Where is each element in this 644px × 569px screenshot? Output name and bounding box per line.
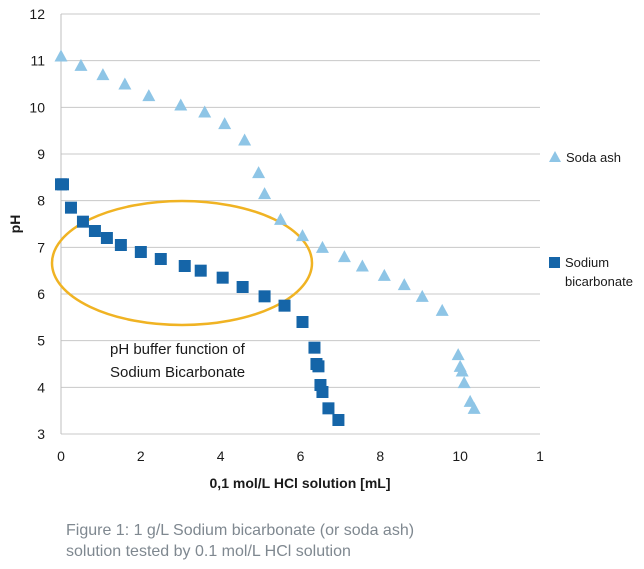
soda-ash-point: [397, 278, 411, 291]
y-tick-label: 12: [29, 6, 45, 22]
sodium-bicarbonate-point: [332, 414, 345, 426]
soda-ash-point: [415, 289, 429, 302]
soda-ash-point: [198, 105, 212, 118]
x-tick-label: 2: [137, 448, 145, 464]
x-tick-label: 4: [217, 448, 225, 464]
y-tick-label: 3: [37, 426, 45, 442]
y-tick-label: 6: [37, 286, 45, 302]
soda-ash-point: [435, 303, 449, 316]
sodium-bicarbonate-point: [178, 260, 191, 272]
legend-soda-ash-marker: [549, 151, 561, 162]
y-tick-label: 9: [37, 146, 45, 162]
buffer-annotation-line1: pH buffer function of: [110, 341, 246, 358]
soda-ash-point: [457, 376, 471, 389]
gridlines: [61, 13, 540, 435]
legend-sodium-bicarbonate-marker: [549, 257, 560, 268]
soda-ash-point: [142, 89, 156, 102]
soda-ash-point: [337, 250, 351, 263]
figure-caption-line2: solution tested by 0.1 mol/L HCl solutio…: [66, 543, 351, 560]
soda-ash-point: [96, 68, 110, 81]
sodium-bicarbonate-point: [134, 246, 147, 258]
soda-ash-point: [252, 166, 266, 179]
x-tick-label: 6: [297, 448, 305, 464]
soda-ash-point: [274, 212, 288, 225]
figure-caption: Figure 1: 1 g/L Sodium bicarbonate (or s…: [66, 520, 586, 562]
sodium-bicarbonate-point: [236, 281, 249, 293]
x-tick-label: 1: [536, 448, 544, 464]
x-tick-label: 10: [452, 448, 468, 464]
soda-ash-point: [295, 229, 309, 242]
sodium-bicarbonate-point: [316, 386, 329, 398]
y-tick-label: 10: [29, 99, 45, 115]
legend-sodium-bicarbonate-label-line1: Sodium: [565, 255, 609, 270]
sodium-bicarbonate-point: [114, 239, 127, 251]
sodium-bicarbonate-point: [56, 178, 69, 191]
x-tick-label: 8: [376, 448, 384, 464]
y-tick-label: 11: [30, 53, 45, 69]
sodium-bicarbonate-point: [100, 232, 113, 244]
legend-sodium-bicarbonate-label-line2: bicarbonate: [565, 274, 633, 289]
y-tick-labels: 3 4 5 6 7 8 9 10 11 12: [29, 6, 45, 442]
sodium-bicarbonate-point: [88, 225, 101, 237]
x-tick-labels: 0 2 4 6 8 10 1: [57, 448, 544, 464]
x-tick-label: 0: [57, 448, 65, 464]
soda-ash-point: [355, 259, 369, 272]
legend: Soda ash Sodium bicarbonate: [549, 150, 633, 289]
y-tick-label: 4: [37, 379, 45, 395]
sodium-bicarbonate-point: [64, 201, 77, 214]
soda-ash-point: [455, 364, 469, 377]
soda-ash-point: [238, 133, 252, 146]
sodium-bicarbonate-point: [258, 290, 271, 303]
soda-ash-point: [118, 77, 132, 90]
sodium-bicarbonate-point: [296, 316, 309, 328]
sodium-bicarbonate-point: [308, 341, 321, 354]
y-axis-title: pH: [7, 215, 23, 234]
figure-caption-line1: Figure 1: 1 g/L Sodium bicarbonate (or s…: [66, 522, 415, 539]
buffer-region-ellipse: [50, 199, 314, 327]
sodium-bicarbonate-point: [278, 299, 291, 312]
sodium-bicarbonate-point: [312, 360, 325, 373]
soda-ash-point: [218, 117, 232, 130]
soda-ash-point: [174, 98, 188, 111]
soda-ash-point: [74, 58, 88, 71]
sodium-bicarbonate-point: [154, 253, 167, 265]
sodium-bicarbonate-point: [76, 215, 89, 228]
x-axis-title: 0,1 mol/L HCl solution [mL]: [210, 475, 391, 491]
soda-ash-point: [315, 240, 329, 253]
buffer-annotation-line2: Sodium Bicarbonate: [110, 364, 245, 381]
soda-ash-point: [451, 348, 465, 361]
y-tick-label: 5: [37, 333, 45, 349]
soda-ash-point: [258, 187, 272, 200]
sodium-bicarbonate-point: [216, 271, 229, 284]
soda-ash-series: [54, 49, 481, 414]
sodium-bicarbonate-series: [55, 178, 345, 426]
y-tick-label: 7: [37, 239, 45, 255]
sodium-bicarbonate-point: [322, 402, 335, 415]
legend-soda-ash-label: Soda ash: [566, 150, 621, 165]
soda-ash-point: [377, 268, 391, 281]
soda-ash-point: [467, 401, 481, 414]
titration-chart: 3 4 5 6 7 8 9 10 11 12 0 2 4 6 8 10 1 pH 0,1 mol/L HCl …: [7, 6, 633, 491]
soda-ash-point: [54, 49, 68, 62]
sodium-bicarbonate-point: [194, 264, 207, 277]
y-tick-label: 8: [37, 193, 45, 209]
